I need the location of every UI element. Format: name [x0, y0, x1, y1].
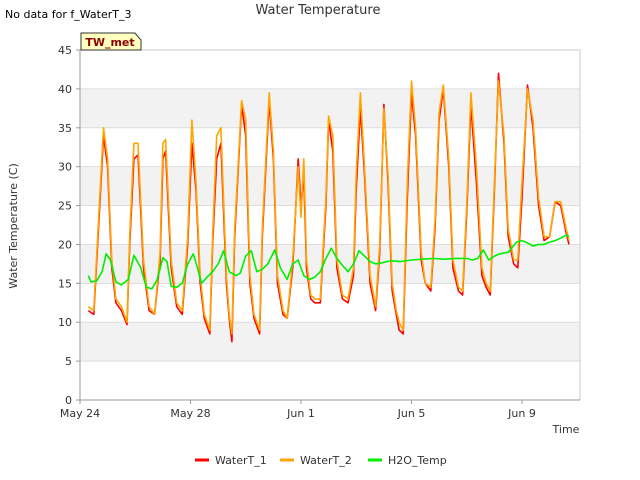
axes-layer: 0 5 10 15 20 25 30 35 40 45 May 24 May 28 Jun 1 Jun 5… — [58, 44, 580, 420]
y-tick-label: 40 — [58, 83, 72, 96]
x-tick-label: May 24 — [60, 407, 100, 420]
plot-background — [79, 49, 581, 401]
legend: WaterT_1 WaterT_2 H2O_Temp — [195, 454, 447, 467]
grid-band — [80, 322, 580, 362]
y-tick-label: 45 — [58, 44, 72, 57]
tw-met-tag-box — [80, 32, 142, 51]
y-tick-label: 30 — [58, 161, 72, 174]
legend-label-watert-2: WaterT_2 — [300, 454, 352, 467]
y-tick-label: 5 — [65, 355, 72, 368]
y-tick-label: 15 — [58, 277, 72, 290]
x-tick-label: Jun 9 — [507, 407, 536, 420]
x-tick-label: Jun 5 — [397, 407, 426, 420]
series-layer — [87, 72, 570, 343]
y-tick-label: 35 — [58, 122, 72, 135]
x-axis-label: Time — [552, 423, 580, 436]
tw-met-tag-label: TW_met — [85, 36, 134, 49]
tw-met-tag: TW_met — [80, 32, 142, 51]
x-tick-label: Jun 1 — [286, 407, 315, 420]
no-data-note: No data for f_WaterT_3 — [5, 8, 132, 21]
grid-band — [80, 166, 580, 206]
y-tick-label: 10 — [58, 316, 72, 329]
y-tick-label: 0 — [65, 394, 72, 407]
chart-title: Water Temperature — [256, 3, 381, 18]
x-tick-label: May 28 — [170, 407, 210, 420]
legend-label-h2o-temp: H2O_Temp — [388, 454, 447, 467]
y-tick-label: 25 — [58, 200, 72, 213]
y-axis-label: Water Temperature (C) — [7, 163, 20, 288]
y-tick-label: 20 — [58, 238, 72, 251]
series-line-h2o-temp — [87, 234, 570, 290]
series-line-watert-2 — [87, 80, 570, 335]
legend-label-watert-1: WaterT_1 — [215, 454, 267, 467]
